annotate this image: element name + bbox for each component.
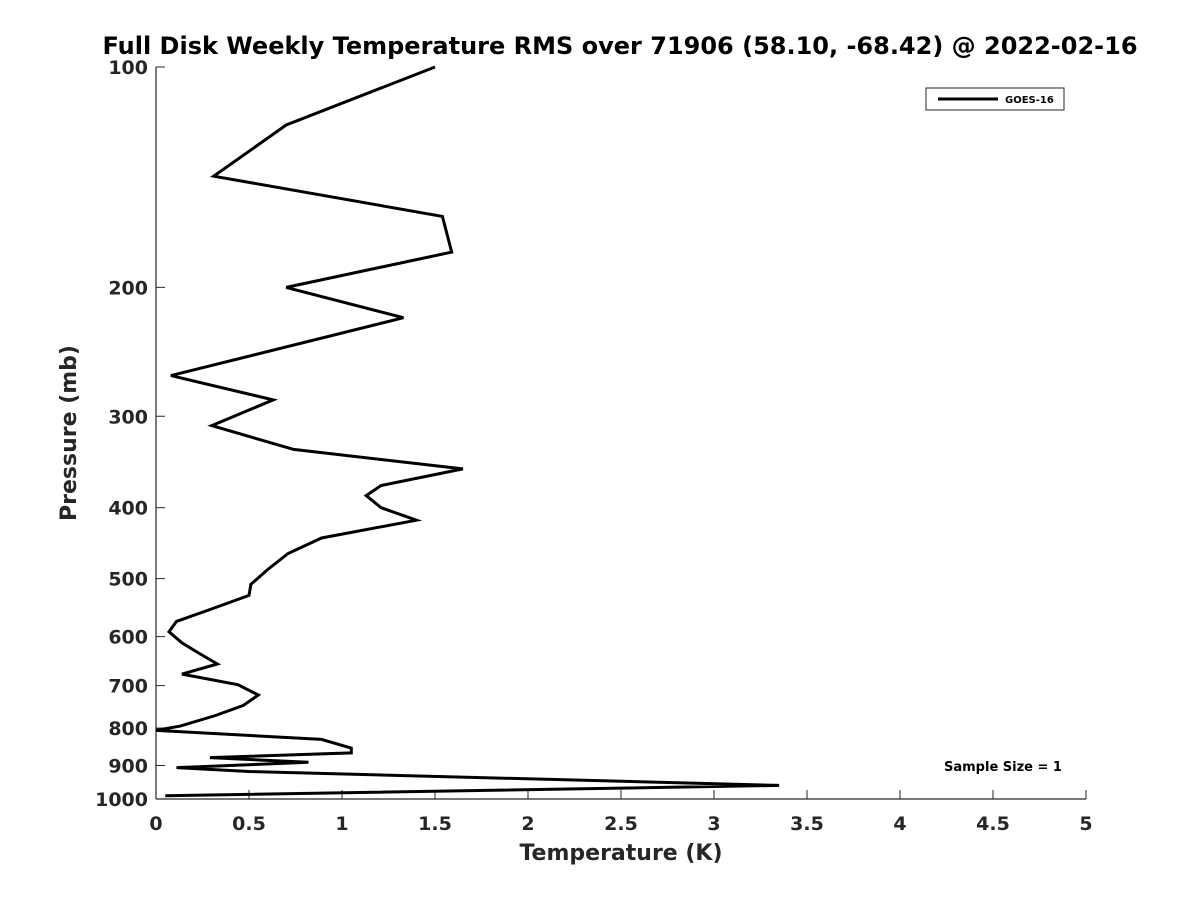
series-line-goes-16: [155, 65, 780, 798]
x-tick-label: 0.5: [232, 813, 266, 835]
y-axis-ticks: 100 200 300 400 500 600 700 800 900 1000: [95, 57, 165, 811]
plot-area: [155, 67, 1086, 800]
y-tick-label: 100: [108, 57, 148, 79]
y-tick-label: 900: [108, 756, 148, 778]
x-tick-label: 4.5: [976, 813, 1010, 835]
x-axis-label: Temperature (K): [519, 841, 722, 866]
y-axis-label: Pressure (mb): [57, 345, 82, 521]
legend-label-goes-16: GOES-16: [1005, 95, 1054, 106]
x-tick-label: 1.5: [418, 813, 452, 835]
x-tick-label: 2: [521, 813, 534, 835]
x-tick-label: 1: [335, 813, 348, 835]
y-tick-label: 500: [108, 569, 148, 591]
x-tick-label: 3.5: [790, 813, 824, 835]
y-tick-label: 400: [108, 498, 148, 520]
x-tick-label: 4: [893, 813, 906, 835]
sample-size-annotation: Sample Size = 1: [944, 760, 1062, 775]
y-tick-label: 1000: [95, 789, 148, 811]
y-tick-label: 600: [108, 627, 148, 649]
y-tick-label: 800: [108, 718, 148, 740]
y-tick-label: 700: [108, 676, 148, 698]
y-tick-label: 200: [108, 277, 148, 299]
x-tick-label: 5: [1079, 813, 1092, 835]
chart-title: Full Disk Weekly Temperature RMS over 71…: [102, 32, 1137, 60]
plot-frame: [156, 67, 1086, 799]
legend: GOES-16: [925, 87, 1065, 111]
series-layer: [155, 65, 780, 798]
y-tick-label: 300: [108, 406, 148, 428]
x-tick-label: 3: [707, 813, 720, 835]
x-tick-label: 0: [149, 813, 162, 835]
x-axis-ticks: 0 0.5 1 1.5 2 2.5 3 3.5 4 4.5 5: [149, 790, 1093, 835]
x-tick-label: 2.5: [604, 813, 638, 835]
